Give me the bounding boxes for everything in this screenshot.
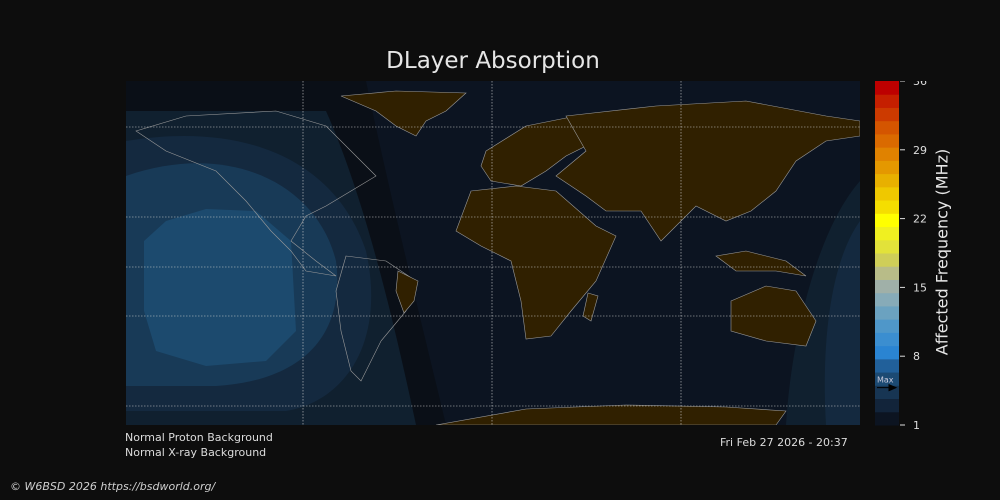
colorbar-band: [875, 120, 899, 135]
colorbar-band: [875, 107, 899, 122]
colorbar-band: [875, 319, 899, 333]
greenland: [340, 90, 467, 137]
land: [135, 90, 860, 425]
colorbar-band: [875, 213, 899, 228]
colorbar-band: [875, 133, 899, 148]
colorbar-band: [875, 239, 899, 254]
colorbar-band: [875, 345, 899, 360]
asia: [555, 100, 860, 242]
xray-status: Normal X-ray Background: [125, 446, 267, 459]
colorbar-band: [875, 411, 899, 426]
colorbar-band: [875, 226, 899, 241]
colorbar-band: [875, 200, 899, 214]
europe: [480, 115, 607, 187]
colorbar-band: [875, 358, 899, 373]
southeast-asia: [715, 250, 807, 277]
colorbar-tick-label: 8: [913, 350, 920, 363]
colorbar-band: [875, 266, 899, 280]
colorbar-band: [875, 147, 899, 161]
absorption-map: [126, 81, 860, 425]
colorbar-tick-label: 1: [913, 419, 920, 431]
contour-right-inner: [824, 221, 860, 425]
colorbar-band: [875, 332, 899, 347]
colorbar-band: [875, 398, 899, 413]
north-america-outline: [135, 110, 377, 277]
colorbar-tick-label: 29: [913, 144, 927, 157]
colorbar-band: [875, 372, 899, 386]
colorbar-tick-label: 22: [913, 213, 927, 226]
colorbar-label: Affected Frequency (MHz): [932, 148, 952, 356]
colorbar-band: [875, 81, 899, 95]
colorbar-band: [875, 160, 899, 175]
max-marker-label: Max: [877, 376, 894, 385]
colorbar-band: [875, 173, 899, 188]
brazil-land: [395, 270, 419, 314]
proton-status: Normal Proton Background: [125, 431, 273, 444]
colorbar-band: [875, 253, 899, 267]
absorption-contours: [126, 81, 860, 425]
chart-title: DLayer Absorption: [386, 48, 600, 74]
colorbar-band: [875, 94, 899, 108]
antarctica: [435, 404, 787, 425]
colorbar-band: [875, 186, 899, 201]
africa: [455, 185, 617, 340]
south-america-outline: [335, 255, 417, 382]
colorbar-tick-label: 36: [913, 81, 927, 88]
australia: [730, 285, 817, 347]
gridlines: [126, 81, 860, 425]
madagascar: [582, 292, 599, 322]
colorbar-band: [875, 305, 899, 320]
colorbar-tick-label: 15: [913, 281, 927, 294]
timestamp: Fri Feb 27 2026 - 20:37: [720, 436, 848, 449]
copyright: © W6BSD 2026 https://bsdworld.org/: [10, 480, 216, 493]
colorbar-band: [875, 279, 899, 294]
colorbar-band: [875, 292, 899, 307]
max-arrow-icon: [877, 383, 898, 392]
contour-core: [144, 209, 296, 366]
colorbar: 1 8 15 22 29 36 Max: [875, 81, 927, 431]
